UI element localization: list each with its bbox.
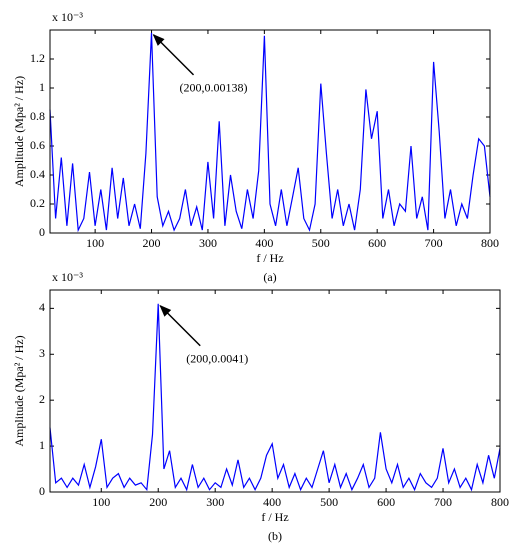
plot-frame: [49, 29, 491, 234]
y-tick-label: 0.6: [30, 138, 45, 152]
x-tick-label: 600: [368, 236, 386, 250]
x-tick-label: 800: [491, 495, 509, 509]
y-axis-label: Amplitude (Mpa² / Hz): [12, 335, 26, 446]
series-line: [49, 303, 501, 492]
x-tick-label: 200: [143, 236, 161, 250]
x-tick-label: 300: [199, 236, 217, 250]
y-tick-label: 0: [39, 225, 45, 239]
y-tick-label: 1: [39, 80, 45, 94]
y-scale-label: x 10⁻³: [52, 10, 83, 24]
y-axis-label: Amplitude (Mpa² / Hz): [12, 76, 26, 187]
x-tick-label: 600: [377, 495, 395, 509]
x-axis-label: f / Hz: [261, 510, 288, 524]
y-tick-label: 0.2: [30, 196, 45, 210]
annotation-arrow: [152, 34, 195, 76]
y-tick-label: 3: [39, 346, 45, 360]
x-tick-label: 800: [481, 236, 499, 250]
x-tick-label: 400: [255, 236, 273, 250]
annotation-arrow: [159, 304, 201, 347]
y-tick-label: 1: [39, 438, 45, 452]
annotation-text: (200,0.00138): [180, 81, 248, 95]
x-tick-label: 400: [263, 495, 281, 509]
y-tick-label: 0: [39, 484, 45, 498]
x-tick-label: 700: [434, 495, 452, 509]
y-tick-label: 1.2: [30, 51, 45, 65]
x-axis-label: f / Hz: [256, 251, 283, 265]
x-tick-label: 500: [320, 495, 338, 509]
x-tick-label: 300: [206, 495, 224, 509]
y-tick-label: 0.4: [30, 167, 45, 181]
x-tick-label: 200: [149, 495, 167, 509]
x-tick-label: 100: [92, 495, 110, 509]
y-tick-label: 2: [39, 392, 45, 406]
x-tick-label: 700: [425, 236, 443, 250]
caption: (a): [263, 270, 276, 284]
x-tick-label: 500: [312, 236, 330, 250]
y-scale-label: x 10⁻³: [52, 270, 83, 284]
caption: (b): [268, 529, 282, 543]
axes: 0 1 2 3 4 100 200 300 400 500 600 700 800 x 10⁻³ f / H…: [12, 270, 509, 543]
y-tick-label: 0.8: [30, 109, 45, 123]
series-line: [49, 32, 491, 233]
x-tick-label: 100: [86, 236, 104, 250]
plot-frame: [49, 289, 501, 493]
annotation-text: (200,0.0041): [186, 352, 248, 366]
y-tick-label: 4: [39, 300, 45, 314]
axes: 0 0.2 0.4 0.6 0.8 1 1.2 100 200 300 400 500 600 700 80…: [12, 10, 499, 284]
